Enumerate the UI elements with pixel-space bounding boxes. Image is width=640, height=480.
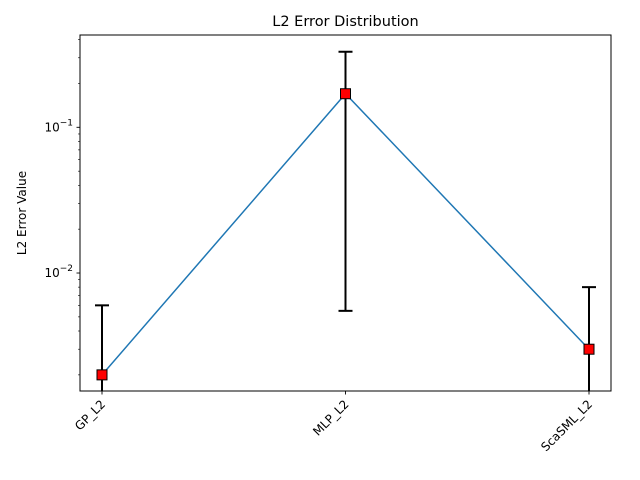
data-point	[583, 343, 595, 355]
chart-title: L2 Error Distribution	[272, 14, 418, 30]
y-tick-label: 10−2	[44, 264, 73, 280]
plot-frame	[79, 34, 612, 392]
x-axis-ticks: GP_L2 MLP_L2 ScaSML_L2	[72, 391, 595, 454]
y-tick-exponent: −1	[60, 118, 73, 128]
series-group	[95, 50, 596, 391]
data-point	[96, 369, 108, 381]
x-tick-label: GP_L2	[72, 397, 108, 433]
series-layer	[95, 50, 596, 391]
y-tick-base: 10	[44, 266, 59, 280]
x-tick-label: MLP_L2	[310, 397, 351, 438]
y-axis-ticks: 10−210−1	[44, 39, 80, 376]
x-tick-label: ScaSML_L2	[538, 397, 595, 454]
y-tick-base: 10	[44, 120, 59, 134]
y-tick-exponent: −2	[60, 264, 73, 274]
y-tick-label: 10−1	[44, 118, 73, 134]
data-point	[340, 88, 351, 100]
y-axis-label: L2 Error Value	[15, 171, 29, 255]
